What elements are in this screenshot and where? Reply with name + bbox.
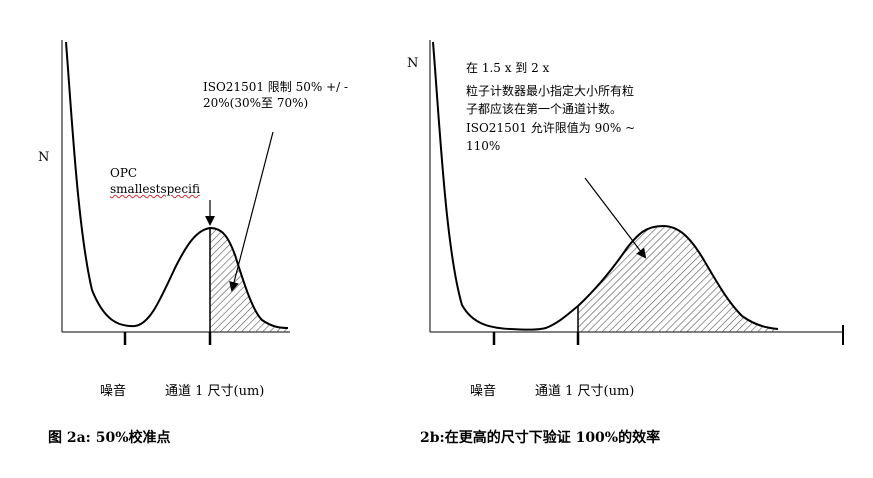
right-distribution-curve (432, 41, 779, 331)
left-opc-label-line2: smallestspecifi (110, 182, 200, 196)
right-hatched-area (578, 226, 778, 332)
right-note-line5: 110% (466, 139, 501, 153)
right-note-line2: 粒子计数器最小指定大小所有粒 (466, 84, 635, 98)
left-x-label-channel: 通道 1 尺寸(um) (165, 384, 265, 399)
right-note-line1: 在 1.5 x 到 2 x (466, 61, 550, 75)
left-hatched-area (210, 228, 288, 332)
left-iso-label-line2: 20%(30%至 70%) (203, 96, 309, 110)
left-y-label: N (38, 150, 50, 165)
right-y-label: N (407, 56, 419, 71)
left-opc-label-line1: OPC (110, 166, 138, 180)
right-diagram (429, 40, 844, 345)
right-x-label-noise: 噪音 (470, 384, 497, 399)
left-iso-label-line1: ISO21501 限制 50% +/ - (203, 80, 349, 94)
right-note-line4: ISO21501 允许限值为 90% ~ (466, 121, 636, 135)
left-x-label-noise: 噪音 (100, 384, 127, 399)
right-note-line3: 子都应该在第一个通道计数。 (466, 102, 623, 116)
left-diagram (61, 40, 290, 345)
left-distribution-curve (65, 41, 289, 329)
left-figure-caption: 图 2a: 50%校准点 (48, 430, 171, 446)
right-x-label-channel: 通道 1 尺寸(um) (535, 384, 635, 399)
right-note-arrow (584, 177, 647, 259)
left-iso-arrow (229, 131, 274, 292)
right-figure-caption: 2b:在更高的尺寸下验证 100%的效率 (420, 430, 661, 446)
